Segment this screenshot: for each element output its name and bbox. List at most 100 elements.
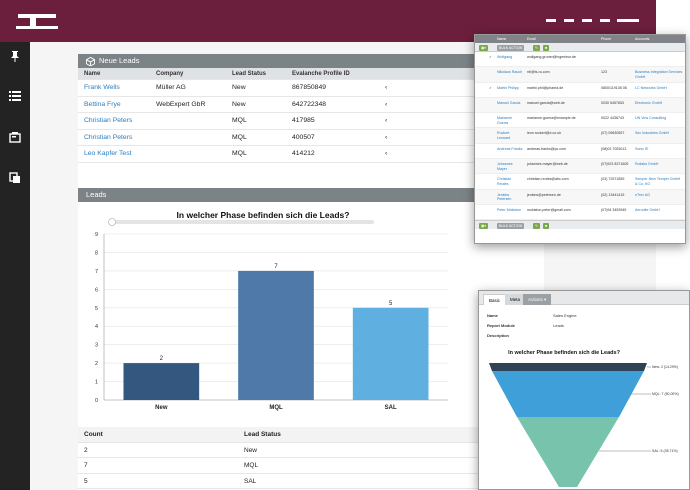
list-cell-account[interactable]: LC Networks GmbH bbox=[635, 85, 667, 90]
list-cell-account[interactable]: Aeronite GmbH bbox=[635, 207, 660, 212]
column-header[interactable]: Count bbox=[84, 431, 103, 438]
column-header[interactable]: Lead Status bbox=[232, 71, 267, 77]
list-item[interactable]: Jenkins Petersen jenkins@petersen.de (02) … bbox=[475, 189, 685, 205]
bar-value-label: 2 bbox=[160, 356, 164, 362]
tab-actions[interactable]: Actions ▾ bbox=[523, 294, 552, 305]
list-icon[interactable] bbox=[7, 88, 23, 104]
y-tick-label: 8 bbox=[95, 250, 98, 256]
delete-icon[interactable]: ■ bbox=[543, 222, 550, 229]
column-header[interactable]: Company bbox=[156, 71, 184, 77]
table-row[interactable]: Frank Wells Müller AG New 867850849 ‹ bbox=[78, 80, 544, 97]
list-cell-name[interactable]: Peter Mokiston bbox=[497, 207, 521, 212]
list-cell-name[interactable]: Nikolaus Rauch bbox=[497, 70, 523, 75]
dashboard-frame: Neue Leads Name Company Lead Status Eval… bbox=[78, 54, 544, 490]
contacts-list: ✓ Wolfgang wolfgang.gruner@ingenieur.de Nik… bbox=[475, 52, 685, 221]
lead-name-link[interactable]: Frank Wells bbox=[84, 84, 120, 91]
hamburger-icon[interactable] bbox=[617, 19, 639, 22]
list-item[interactable]: Marianne Guerra marianne.guerra@example.d… bbox=[475, 113, 685, 129]
bulk-action-button[interactable]: BULK ACTION bbox=[497, 44, 525, 51]
list-cell-name[interactable]: Johannes Mayer bbox=[497, 162, 513, 171]
column-header[interactable]: Evalanche Profile ID bbox=[292, 71, 350, 77]
range-slider-track[interactable] bbox=[110, 220, 374, 224]
copy-icon[interactable] bbox=[7, 170, 23, 186]
logo-icon[interactable] bbox=[14, 12, 60, 30]
list-cell-account[interactable]: UN Vins Consulting bbox=[635, 116, 667, 121]
lead-name-link[interactable]: Leo Kapfer Test bbox=[84, 150, 132, 157]
tab-meta[interactable]: Meta bbox=[505, 294, 526, 305]
list-cell-account[interactable]: Sonic IE bbox=[635, 146, 649, 151]
status-cell: MQL bbox=[244, 462, 259, 469]
row-check-icon[interactable]: ✓ bbox=[489, 55, 493, 59]
table-row[interactable]: Christian Peters MQL 417985 ‹ bbox=[78, 113, 544, 130]
edit-icon[interactable]: ✎ bbox=[533, 44, 540, 51]
column-header[interactable]: Phone bbox=[601, 37, 612, 41]
list-cell-account[interactable]: eTrex AG bbox=[635, 192, 651, 197]
lead-name-link[interactable]: Christian Peters bbox=[84, 117, 133, 124]
row-action-arrow-icon[interactable]: ‹ bbox=[385, 150, 388, 157]
list-cell-name[interactable]: Wolfgang bbox=[497, 55, 513, 59]
list-cell-email: wolfgang.gruner@ingenieur.de bbox=[527, 55, 577, 59]
select-dropdown[interactable]: ▣▾ bbox=[479, 44, 489, 51]
list-cell-account[interactable]: Sec Industries GmbH bbox=[635, 131, 670, 136]
table-row[interactable]: Leo Kapfer Test MQL 414212 ‹ bbox=[78, 146, 544, 163]
list-cell-account[interactable]: Semper Nein Temper GmbH & Co. KG bbox=[635, 177, 681, 186]
list-cell-account[interactable]: Business Integration Services GmbH bbox=[635, 70, 683, 79]
list-cell-name[interactable]: Ruckert Leonard bbox=[497, 131, 511, 140]
list-item[interactable]: ✓ Martin Philipp martin.phil@phamd.de 0800/… bbox=[475, 82, 685, 98]
lead-name-link[interactable]: Christian Peters bbox=[84, 133, 133, 141]
column-header[interactable]: Lead Status bbox=[244, 431, 281, 438]
lead-status: MQL bbox=[232, 150, 247, 157]
column-header[interactable]: Name bbox=[497, 37, 507, 41]
field-label: Description bbox=[487, 333, 510, 338]
list-cell-account[interactable]: Electronic GmbH bbox=[635, 100, 663, 105]
list-item[interactable]: Christian Reutes christian.reutes@abc.com… bbox=[475, 174, 685, 190]
list-cell-phone: (03) 72571859 bbox=[601, 177, 625, 182]
delete-icon[interactable]: ■ bbox=[543, 44, 550, 51]
row-action-arrow-icon[interactable]: ‹ bbox=[385, 133, 388, 141]
edit-icon[interactable]: ✎ bbox=[533, 222, 540, 229]
list-cell-name[interactable]: Martin Philipp bbox=[497, 85, 519, 90]
status-cell: New bbox=[244, 446, 258, 454]
row-action-arrow-icon[interactable]: ‹ bbox=[385, 117, 388, 124]
list-cell-name[interactable]: Christian Reutes bbox=[497, 177, 512, 186]
list-cell-email: nb@ts-ru.com bbox=[527, 70, 550, 75]
column-header[interactable]: Email bbox=[527, 37, 536, 41]
leads-panel-header[interactable]: Neue Leads bbox=[78, 54, 544, 68]
list-item[interactable]: Ruckert Leonard leon.ruckert@d.co.uk (07) … bbox=[475, 128, 685, 144]
table-row[interactable]: Bettina Frye WebExpert GbR New 642722348… bbox=[78, 97, 544, 113]
list-item[interactable]: Nikolaus Rauch nb@ts-ru.com 123 Business In… bbox=[475, 67, 685, 83]
count-table: Count Lead Status 2 New 7 MQL 5 SAL bbox=[78, 427, 544, 489]
column-header[interactable]: Accounts bbox=[635, 37, 650, 41]
list-cell-account[interactable]: Roliabs GmbH bbox=[635, 162, 659, 167]
list-cell-name[interactable]: Marianne Guerra bbox=[497, 116, 512, 125]
bulk-action-button[interactable]: BULK ACTION bbox=[497, 222, 525, 229]
bar-mql[interactable] bbox=[238, 270, 314, 400]
table-row[interactable]: Christian Peters MQL 400507 ‹ bbox=[78, 130, 544, 146]
lead-name-link[interactable]: Bettina Frye bbox=[84, 100, 121, 108]
tab-actions-label: Actions bbox=[528, 297, 543, 302]
list-item[interactable]: Johannes Mayer johannes.mayer@web.de (07)9… bbox=[475, 159, 685, 175]
card-icon[interactable] bbox=[7, 129, 23, 145]
list-cell-name[interactable]: Manuel Garcia bbox=[497, 100, 521, 105]
row-check-icon[interactable]: ✓ bbox=[489, 85, 493, 90]
select-dropdown[interactable]: ▣▾ bbox=[479, 222, 489, 229]
list-item[interactable]: Manuel Garcia manuel.garcia@web.de 0030 54… bbox=[475, 97, 685, 114]
list-item[interactable]: Andreas Franks andreas.franks@qx.com (08)0… bbox=[475, 143, 685, 160]
count-cell: 2 bbox=[84, 446, 88, 454]
funnel-chart-svg bbox=[489, 363, 651, 487]
list-item[interactable]: Peter Mokiston mokiston.peter@gmail.com (0… bbox=[475, 204, 685, 221]
y-tick-label: 1 bbox=[95, 380, 98, 386]
chart-panel-header[interactable]: Leads bbox=[78, 188, 544, 202]
pin-icon[interactable] bbox=[7, 48, 23, 64]
column-header[interactable]: Name bbox=[84, 71, 101, 77]
list-cell-name[interactable]: Andreas Franks bbox=[497, 146, 523, 151]
range-slider-handle[interactable] bbox=[108, 218, 116, 226]
table-row: 7 MQL bbox=[78, 458, 544, 474]
list-item[interactable]: ✓ Wolfgang wolfgang.gruner@ingenieur.de bbox=[475, 52, 685, 68]
menu-dashes-icon[interactable] bbox=[546, 19, 610, 22]
bar-new[interactable] bbox=[123, 363, 200, 400]
row-action-arrow-icon[interactable]: ‹ bbox=[385, 84, 388, 91]
row-action-arrow-icon[interactable]: ‹ bbox=[385, 100, 388, 108]
bar-sal[interactable] bbox=[352, 307, 429, 400]
list-cell-name[interactable]: Jenkins Petersen bbox=[497, 192, 512, 202]
